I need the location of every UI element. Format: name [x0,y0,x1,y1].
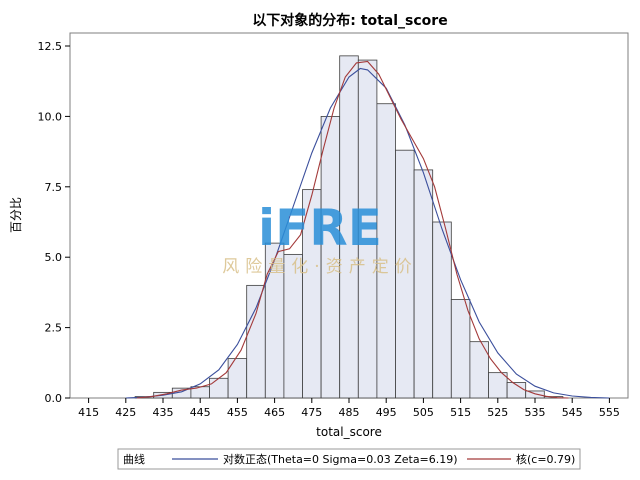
histogram-bar [450,299,471,399]
x-tick-label: 545 [562,406,583,419]
x-tick-label: 475 [301,406,322,419]
x-tick-label: 415 [78,406,99,419]
y-axis: 0.0 2.5 5.0 7.5 10.0 12.5 [38,40,70,405]
histogram-bar [209,377,229,399]
y-tick-label: 12.5 [38,40,63,53]
y-tick-label: 0.0 [45,392,63,405]
histogram-bar [469,341,489,399]
x-tick-label: 555 [599,406,620,419]
legend-entry-kernel: 核(c=0.79) [516,452,575,466]
x-tick-label: 445 [190,406,211,419]
histogram-bar [413,169,434,399]
histogram-bar [525,390,545,399]
legend-entry-lognormal: 对数正态(Theta=0 Sigma=0.03 Zeta=6.19) [223,452,458,466]
chart-title: 以下对象的分布: total_score [252,12,447,29]
kernel-curve [136,60,569,399]
y-tick-label: 2.5 [45,322,63,335]
y-tick-label: 7.5 [45,181,63,194]
x-tick-label: 455 [227,406,248,419]
x-tick-label: 495 [376,406,397,419]
x-axis: 415 425 435 445 455 465 475 485 495 505 515 525 535 5… [78,398,620,419]
x-tick-label: 505 [413,406,434,419]
histogram-bar [488,372,508,399]
histogram-bar [432,221,452,399]
x-tick-label: 525 [487,406,508,419]
x-tick-label: 485 [339,406,360,419]
watermark-logo: iFRE [258,199,382,257]
y-axis-label: 百分比 [9,197,23,233]
legend-title: 曲线 [123,452,145,466]
watermark-subtitle: 风险量化·资产定价 [222,257,417,277]
x-tick-label: 435 [153,406,174,419]
x-tick-label: 425 [115,406,136,419]
density-curves [125,60,610,399]
y-tick-label: 10.0 [38,110,63,123]
x-tick-label: 535 [525,406,546,419]
legend-frame [117,448,581,470]
legend: 曲线 对数正态(Theta=0 Sigma=0.03 Zeta=6.19) 核(… [117,448,581,470]
ifre-watermark: iFRE 风险量化·资产定价 [222,199,417,277]
lognormal-curve [125,67,610,399]
y-tick-label: 5.0 [45,251,63,264]
x-tick-label: 465 [264,406,285,419]
histogram-bar [227,358,248,399]
x-tick-label: 515 [450,406,471,419]
histogram-bar [246,284,266,399]
x-axis-label: total_score [316,425,382,439]
